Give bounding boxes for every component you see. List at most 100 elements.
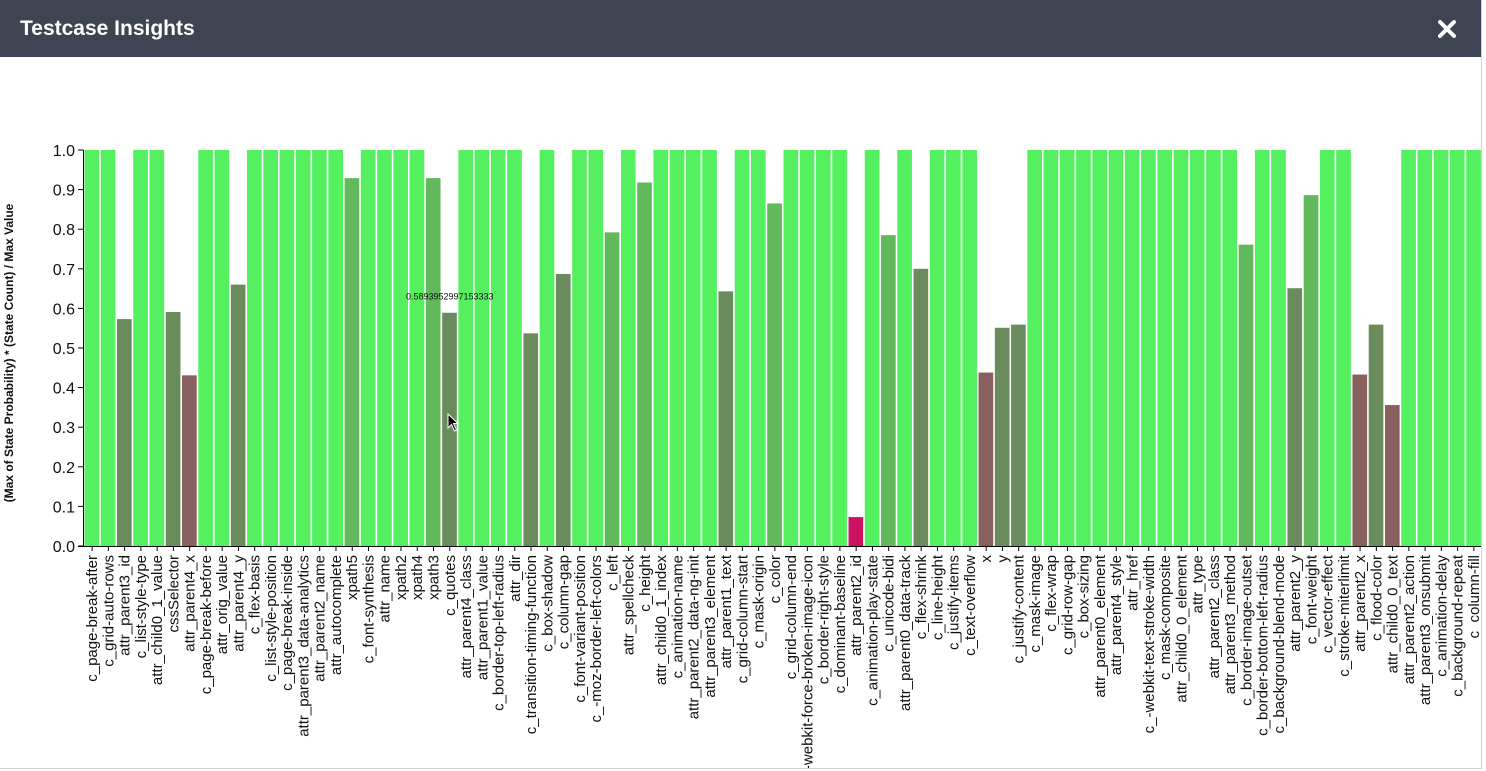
bar-attr_child0_1_value[interactable] bbox=[149, 150, 165, 546]
bar-c_font-variant-position[interactable] bbox=[572, 150, 587, 546]
bar-attr_child0_0_element[interactable] bbox=[1173, 150, 1189, 546]
bar-attr_parent4_y[interactable] bbox=[230, 284, 246, 546]
bar-attr_orig_value[interactable] bbox=[214, 150, 230, 546]
y-axis-title: (Max of State Probability) * (State Coun… bbox=[2, 203, 16, 502]
bar-c_text-overflow[interactable] bbox=[962, 150, 977, 546]
bar-attr_parent3_id[interactable] bbox=[117, 319, 132, 546]
bar-c_border-image-outset[interactable] bbox=[1238, 244, 1254, 546]
bar-c_mask-origin[interactable] bbox=[750, 150, 766, 546]
bar-c_box-shadow[interactable] bbox=[539, 150, 555, 546]
bar-c_height[interactable] bbox=[637, 182, 652, 546]
bar-attr_parent1_value[interactable] bbox=[474, 150, 490, 546]
x-tick-label: c_column-fill bbox=[1466, 555, 1482, 638]
bar-cssSelector[interactable] bbox=[165, 311, 181, 546]
bar-xpath2[interactable] bbox=[393, 150, 409, 546]
bar-attr_parent2_data-ng-init[interactable] bbox=[685, 150, 701, 546]
bar-c_quotes[interactable] bbox=[442, 312, 457, 546]
bar-c_color[interactable] bbox=[767, 203, 782, 546]
x-tick-label: c_justify-content bbox=[1011, 554, 1028, 663]
x-tick-label: c_font-weight bbox=[1303, 554, 1320, 644]
bar-y[interactable] bbox=[994, 327, 1010, 546]
x-tick-label: c_mask-origin bbox=[751, 555, 768, 648]
x-tick-label: c_-moz-border-left-colors bbox=[588, 555, 605, 723]
bar-c_-moz-border-left-colors[interactable] bbox=[588, 150, 604, 546]
bar-c_grid-row-gap[interactable] bbox=[1059, 150, 1075, 546]
bar-c_page-break-inside[interactable] bbox=[279, 150, 295, 546]
bar-attr_parent4_style[interactable] bbox=[1108, 150, 1124, 546]
bar-c_list-style-type[interactable] bbox=[133, 150, 148, 546]
bar-c_flex-wrap[interactable] bbox=[1043, 150, 1059, 546]
bar-xpath4[interactable] bbox=[409, 150, 425, 546]
bar-attr_child0_0_text[interactable] bbox=[1384, 405, 1400, 546]
bar-c_grid-column-end[interactable] bbox=[783, 150, 799, 546]
x-tick-label: c_column-gap bbox=[556, 555, 573, 649]
bar-c_column-fill[interactable] bbox=[1466, 150, 1481, 546]
bar-xpath3[interactable] bbox=[425, 178, 441, 546]
bar-c_page-break-after[interactable] bbox=[84, 150, 100, 546]
bar-c_unicode-bidi[interactable] bbox=[881, 235, 896, 546]
x-tick-label: attr_parent0_data-track bbox=[897, 555, 914, 711]
bar-c_flex-shrink[interactable] bbox=[913, 268, 929, 546]
bar-c_column-gap[interactable] bbox=[555, 273, 571, 546]
bar-c_left[interactable] bbox=[604, 232, 620, 546]
bar-attr_parent1_text[interactable] bbox=[718, 291, 734, 546]
bar-c_border-bottom-left-radius[interactable] bbox=[1254, 150, 1270, 546]
bar-attr_name[interactable] bbox=[377, 150, 392, 546]
bar-attr_dir[interactable] bbox=[507, 150, 522, 546]
bar-c_flood-color[interactable] bbox=[1368, 324, 1384, 546]
close-button[interactable] bbox=[1436, 18, 1458, 40]
bar-attr_type[interactable] bbox=[1189, 150, 1205, 546]
bar-c_mask-image[interactable] bbox=[1027, 150, 1042, 546]
bar-attr_parent2_y[interactable] bbox=[1287, 288, 1303, 546]
x-tick-label: attr_child0_0_text bbox=[1385, 554, 1402, 673]
bar-c_line-height[interactable] bbox=[929, 150, 945, 546]
bar-c_justify-items[interactable] bbox=[946, 150, 961, 546]
bar-attr_parent4_class[interactable] bbox=[458, 150, 474, 546]
y-tick-label: 0.8 bbox=[53, 222, 75, 239]
bar-attr_parent3_onsubmit[interactable] bbox=[1417, 150, 1433, 546]
bar-c_mask-composite[interactable] bbox=[1157, 150, 1173, 546]
bar-c_flex-basis[interactable] bbox=[247, 150, 262, 546]
bar-attr_parent4_x[interactable] bbox=[182, 375, 197, 546]
bar-attr_parent3_data-analytics[interactable] bbox=[295, 150, 311, 546]
x-tick-label: c_border-bottom-left-radius bbox=[1255, 555, 1272, 736]
bar-c_animation-delay[interactable] bbox=[1433, 150, 1449, 546]
bar-c_justify-content[interactable] bbox=[1011, 324, 1026, 546]
bar-c_grid-auto-rows[interactable] bbox=[100, 150, 116, 546]
bar-attr_spellcheck[interactable] bbox=[620, 150, 636, 546]
bar-c_dominant-baseline[interactable] bbox=[832, 150, 847, 546]
bar-attr_autocomplete[interactable] bbox=[328, 150, 343, 546]
bar-c_border-top-left-radius[interactable] bbox=[490, 150, 506, 546]
bar-attr_parent2_x[interactable] bbox=[1352, 374, 1368, 546]
bar-c_font-weight[interactable] bbox=[1303, 195, 1319, 546]
bar-c_stroke-miterlimit[interactable] bbox=[1336, 150, 1351, 546]
bar-c_-webkit-force-broken-image-icon[interactable] bbox=[799, 150, 815, 546]
bar-c_transition-timing-function[interactable] bbox=[523, 333, 539, 546]
x-tick-label: c_background-repeat bbox=[1450, 554, 1467, 697]
bar-c_vector-effect[interactable] bbox=[1319, 150, 1335, 546]
bar-c_background-repeat[interactable] bbox=[1449, 150, 1465, 546]
bar-attr_parent0_element[interactable] bbox=[1092, 150, 1108, 546]
bar-x[interactable] bbox=[978, 372, 994, 546]
bar-attr_parent2_id[interactable] bbox=[848, 517, 864, 546]
bar-c_-webkit-text-stroke-width[interactable] bbox=[1141, 150, 1156, 546]
bar-c_background-blend-mode[interactable] bbox=[1271, 150, 1286, 546]
bar-attr_href[interactable] bbox=[1124, 150, 1140, 546]
bar-c_border-right-style[interactable] bbox=[816, 150, 831, 546]
bar-c_animation-play-state[interactable] bbox=[864, 150, 880, 546]
x-tick-label: attr_parent2_action bbox=[1401, 555, 1418, 684]
bar-attr_parent2_class[interactable] bbox=[1206, 150, 1221, 546]
bar-attr_parent2_action[interactable] bbox=[1401, 150, 1416, 546]
bar-attr_parent2_name[interactable] bbox=[312, 150, 327, 546]
bar-attr_parent3_element[interactable] bbox=[702, 150, 717, 546]
bar-c_box-sizing[interactable] bbox=[1076, 150, 1091, 546]
bar-attr_child0_1_index[interactable] bbox=[653, 150, 669, 546]
bar-attr_parent3_method[interactable] bbox=[1222, 150, 1238, 546]
bar-xpath5[interactable] bbox=[344, 178, 360, 546]
bar-c_page-break-before[interactable] bbox=[198, 150, 213, 546]
bar-c_list-style-position[interactable] bbox=[263, 150, 278, 546]
bar-c_grid-column-start[interactable] bbox=[734, 150, 750, 546]
bar-attr_parent0_data-track[interactable] bbox=[897, 150, 912, 546]
bar-c_animation-name[interactable] bbox=[669, 150, 685, 546]
bar-c_font-synthesis[interactable] bbox=[360, 150, 376, 546]
